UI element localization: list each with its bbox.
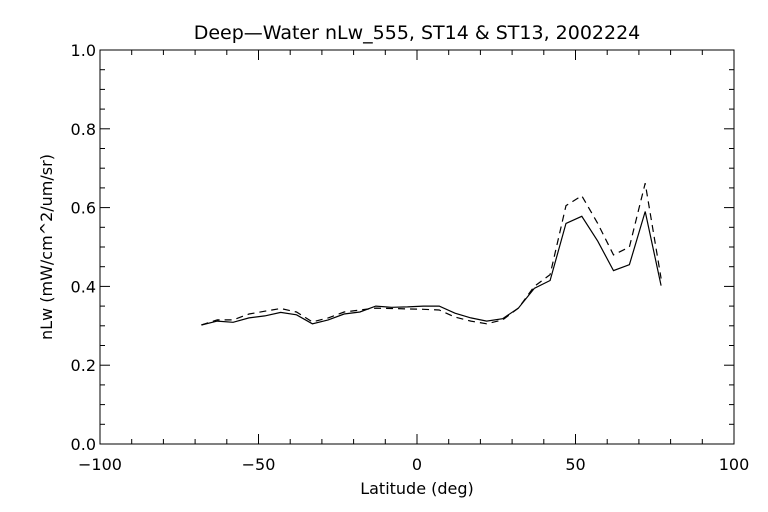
y-axis-tick-labels: 0.0 0.2 0.4 0.6 0.8 1.0	[71, 41, 96, 454]
series-line-solid	[201, 211, 662, 326]
axis-ticks	[99, 49, 735, 445]
x-axis-tick-labels: −100 −50 0 50 100	[78, 455, 749, 474]
x-tick-label: 100	[719, 455, 750, 474]
y-axis-label: nLw (mW/cm^2/um/sr)	[37, 154, 56, 340]
y-tick-label: 0.8	[71, 120, 96, 139]
plot-frame	[99, 49, 735, 445]
x-axis-label: Latitude (deg)	[360, 479, 474, 498]
x-tick-label: −100	[78, 455, 122, 474]
y-tick-label: 0.2	[71, 356, 96, 375]
chart-title: Deep—Water nLw_555, ST14 & ST13, 2002224	[194, 22, 641, 44]
series-line-dashed	[201, 183, 662, 326]
x-tick-label: 50	[565, 455, 585, 474]
y-tick-label: 0.6	[71, 199, 96, 218]
y-tick-label: 0.0	[71, 435, 96, 454]
x-tick-label: −50	[242, 455, 276, 474]
y-tick-label: 1.0	[71, 41, 96, 60]
x-tick-label: 0	[412, 455, 422, 474]
series-layer	[201, 183, 662, 326]
y-tick-label: 0.4	[71, 277, 96, 296]
